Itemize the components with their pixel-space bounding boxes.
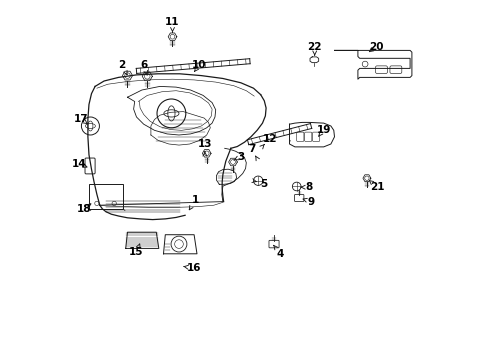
Text: 4: 4 — [276, 249, 284, 259]
Text: 12: 12 — [262, 134, 276, 144]
Text: 9: 9 — [307, 197, 314, 207]
Text: 1: 1 — [192, 195, 199, 205]
Text: 17: 17 — [73, 114, 88, 124]
Text: 7: 7 — [247, 144, 255, 154]
Text: 19: 19 — [316, 125, 330, 135]
Text: 13: 13 — [197, 139, 212, 149]
Text: 15: 15 — [129, 247, 143, 257]
Text: 20: 20 — [368, 42, 383, 52]
Text: 21: 21 — [370, 182, 384, 192]
Text: 18: 18 — [77, 204, 91, 214]
Text: 10: 10 — [192, 60, 206, 70]
Text: 3: 3 — [237, 152, 244, 162]
Text: 5: 5 — [260, 179, 267, 189]
Text: 14: 14 — [71, 159, 86, 169]
Text: 11: 11 — [165, 17, 180, 27]
Text: 16: 16 — [186, 263, 201, 273]
Text: 6: 6 — [140, 60, 147, 70]
Text: 22: 22 — [307, 42, 321, 52]
Text: 2: 2 — [118, 60, 125, 70]
Text: 8: 8 — [305, 182, 312, 192]
